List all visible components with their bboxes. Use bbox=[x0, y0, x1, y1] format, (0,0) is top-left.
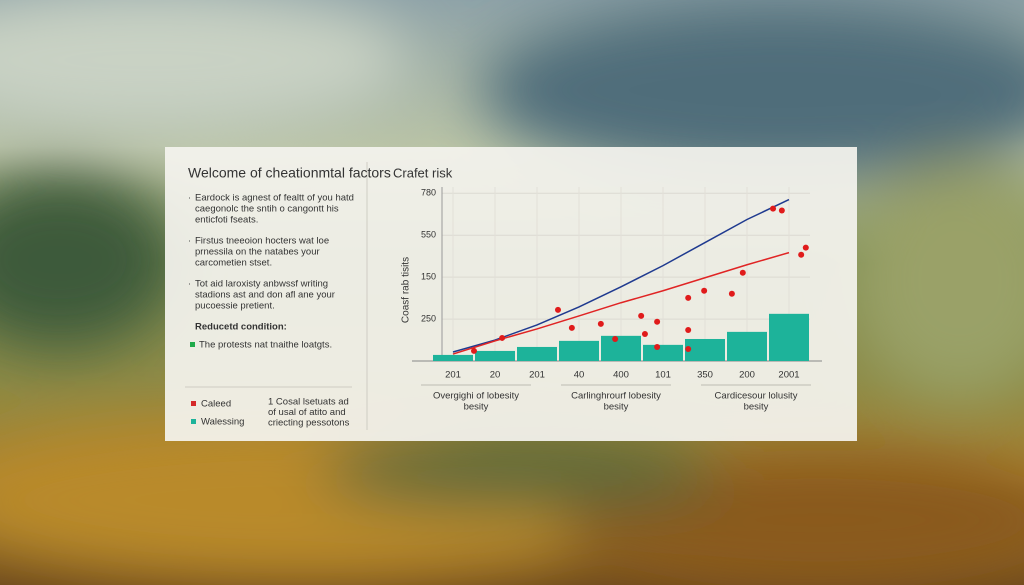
point bbox=[612, 335, 619, 342]
x-tick-label: 201 bbox=[529, 370, 545, 381]
point bbox=[555, 306, 561, 313]
x-tick-label: 350 bbox=[697, 370, 713, 381]
bullet-text: Tot aid laroxisty anbwssf writing bbox=[195, 279, 328, 290]
bullet-text: enticfoti fseats. bbox=[195, 215, 258, 226]
group-label: besity bbox=[464, 402, 489, 413]
line bbox=[452, 251, 790, 355]
y-tick-label: 250 bbox=[421, 313, 436, 323]
bullet-text: carcometien stset. bbox=[195, 258, 272, 269]
x-tick-label: 201 bbox=[445, 370, 461, 381]
condition-heading: Reducetd condition: bbox=[195, 322, 287, 333]
note-text: of usal of atito and bbox=[268, 407, 346, 418]
point bbox=[739, 269, 746, 276]
point bbox=[654, 318, 661, 325]
note-text: criecting pessotons bbox=[268, 418, 350, 429]
x-tick-label: 400 bbox=[613, 370, 629, 381]
x-tick-label: 20 bbox=[490, 370, 501, 381]
point bbox=[798, 251, 805, 258]
point bbox=[685, 294, 692, 301]
bullet-text: Eardock is agnest of fealtt of you hatd bbox=[195, 193, 354, 204]
x-tick-label: 101 bbox=[655, 370, 671, 381]
note-text: 1 Cosal lsetuats ad bbox=[268, 397, 349, 408]
y-tick-label: 150 bbox=[421, 272, 436, 282]
bullet-dot: · bbox=[188, 235, 191, 245]
point bbox=[597, 320, 604, 327]
x-tick-label: 2001 bbox=[778, 370, 799, 381]
point bbox=[638, 312, 645, 319]
point bbox=[685, 326, 692, 333]
line bbox=[452, 198, 790, 353]
condition-icon bbox=[190, 342, 195, 347]
point bbox=[685, 346, 692, 353]
panel-title: Welcome of cheationmtal factors bbox=[188, 165, 391, 181]
x-tick-label: 40 bbox=[574, 370, 585, 381]
group-label: besity bbox=[604, 402, 629, 413]
point bbox=[499, 334, 506, 341]
group-label: besity bbox=[744, 402, 769, 413]
legend-swatch bbox=[191, 401, 196, 406]
bullet-text: Firstus tneeoion hocters wat loe bbox=[195, 236, 329, 247]
bar bbox=[769, 313, 809, 361]
bullet-dot: · bbox=[188, 278, 191, 288]
bar bbox=[433, 354, 473, 361]
bar bbox=[643, 344, 683, 361]
bullet-text: stadions ast and don afl ane your bbox=[195, 290, 335, 301]
point bbox=[778, 207, 785, 214]
x-tick-label: 200 bbox=[739, 370, 755, 381]
bar bbox=[685, 338, 725, 361]
y-tick-label: 550 bbox=[421, 230, 436, 240]
point bbox=[701, 287, 708, 294]
bullet-dot: · bbox=[188, 192, 191, 202]
bullet-text: caegonolc the sntih o cangontt his bbox=[195, 204, 339, 215]
chart-title: Crafet risk bbox=[393, 165, 453, 180]
y-axis-label: Coasf rab tisits bbox=[401, 257, 412, 323]
point bbox=[654, 343, 661, 350]
point bbox=[641, 330, 648, 337]
legend-label: Caleed bbox=[201, 399, 231, 410]
group-label: Overgighi of lobesity bbox=[433, 391, 519, 402]
bullet-text: pucoessie pretient. bbox=[195, 301, 275, 312]
point bbox=[471, 347, 477, 354]
group-label: Carlinghrourf lobesity bbox=[571, 391, 661, 402]
bar bbox=[601, 335, 641, 361]
point bbox=[770, 205, 777, 212]
bar bbox=[517, 346, 557, 361]
point bbox=[802, 244, 809, 251]
legend-swatch bbox=[191, 419, 196, 424]
condition-item: The protests nat tnaithe loatgts. bbox=[199, 340, 332, 351]
panel bbox=[165, 147, 857, 441]
y-tick-label: 780 bbox=[421, 188, 436, 198]
group-label: Cardicesour lolusity bbox=[715, 391, 798, 402]
point bbox=[728, 290, 735, 297]
bar bbox=[727, 331, 767, 361]
legend-label: Walessing bbox=[201, 417, 244, 428]
point bbox=[568, 324, 575, 331]
bar bbox=[475, 350, 515, 361]
bullet-text: prnessila on the natabes your bbox=[195, 247, 320, 258]
bar bbox=[559, 340, 599, 361]
